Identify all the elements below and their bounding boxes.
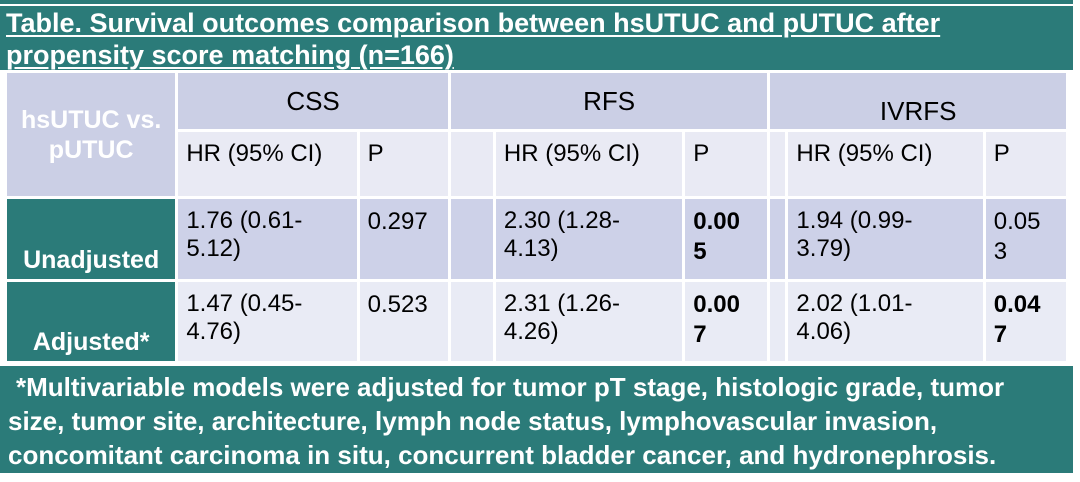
cell-adjusted-ivrfs-p: 0.047: [985, 282, 1066, 361]
row-unadjusted: Unadjusted 1.76 (0.61-5.12) 0.297 2.30 (…: [7, 199, 1066, 279]
row-label-adjusted: Adjusted*: [7, 282, 176, 361]
subheader-ivrfs-hr: HR (95% CI): [788, 132, 983, 196]
spacer-cell: [450, 132, 493, 196]
spacer-cell: [770, 199, 786, 279]
subheader-ivrfs-p: P: [985, 132, 1066, 196]
cell-adjusted-rfs-p: 0.007: [685, 282, 768, 361]
group-header-row: hsUTUC vs. pUTUC CSS RFS IVRFS: [7, 73, 1066, 196]
top-border-strip: [0, 0, 1073, 4]
cell-adjusted-css-p: 0.523: [359, 282, 448, 361]
spacer-cell: [770, 282, 786, 361]
table-footnote: *Multivariable models were adjusted for …: [0, 366, 1073, 473]
subheader-rfs-hr: HR (95% CI): [495, 132, 683, 196]
table-title: Table. Survival outcomes comparison betw…: [6, 8, 941, 70]
subheader-css-hr: HR (95% CI): [178, 132, 357, 196]
table-container: Table. Survival outcomes comparison betw…: [0, 0, 1073, 473]
corner-header-cell: hsUTUC vs. pUTUC: [7, 73, 176, 196]
cell-unadjusted-ivrfs-hr: 1.94 (0.99-3.79): [788, 199, 983, 279]
survival-outcomes-table: hsUTUC vs. pUTUC CSS RFS IVRFS HR (95% C…: [4, 70, 1069, 364]
cell-unadjusted-rfs-hr: 2.30 (1.28-4.13): [495, 199, 683, 279]
subheader-css-p: P: [359, 132, 448, 196]
cell-adjusted-ivrfs-hr: 2.02 (1.01-4.06): [788, 282, 983, 361]
table-title-bar: Table. Survival outcomes comparison betw…: [0, 6, 1073, 70]
cell-unadjusted-css-hr: 1.76 (0.61-5.12): [178, 199, 357, 279]
spacer-cell: [770, 132, 786, 196]
group-header-ivrfs: IVRFS: [770, 73, 1066, 129]
cell-unadjusted-ivrfs-p: 0.053: [985, 199, 1066, 279]
spacer-cell: [450, 199, 493, 279]
cell-unadjusted-rfs-p: 0.005: [685, 199, 768, 279]
footnote-text: *Multivariable models were adjusted for …: [8, 372, 1005, 470]
cell-adjusted-rfs-hr: 2.31 (1.26-4.26): [495, 282, 683, 361]
cell-unadjusted-css-p: 0.297: [359, 199, 448, 279]
subheader-rfs-p: P: [685, 132, 768, 196]
group-header-rfs: RFS: [450, 73, 768, 129]
subheader-row: HR (95% CI) P HR (95% CI) P HR (95% CI) …: [7, 132, 1066, 196]
row-label-unadjusted: Unadjusted: [7, 199, 176, 279]
cell-adjusted-css-hr: 1.47 (0.45-4.76): [178, 282, 357, 361]
row-adjusted: Adjusted* 1.47 (0.45-4.76) 0.523 2.31 (1…: [7, 282, 1066, 361]
spacer-cell: [450, 282, 493, 361]
group-header-css: CSS: [178, 73, 448, 129]
